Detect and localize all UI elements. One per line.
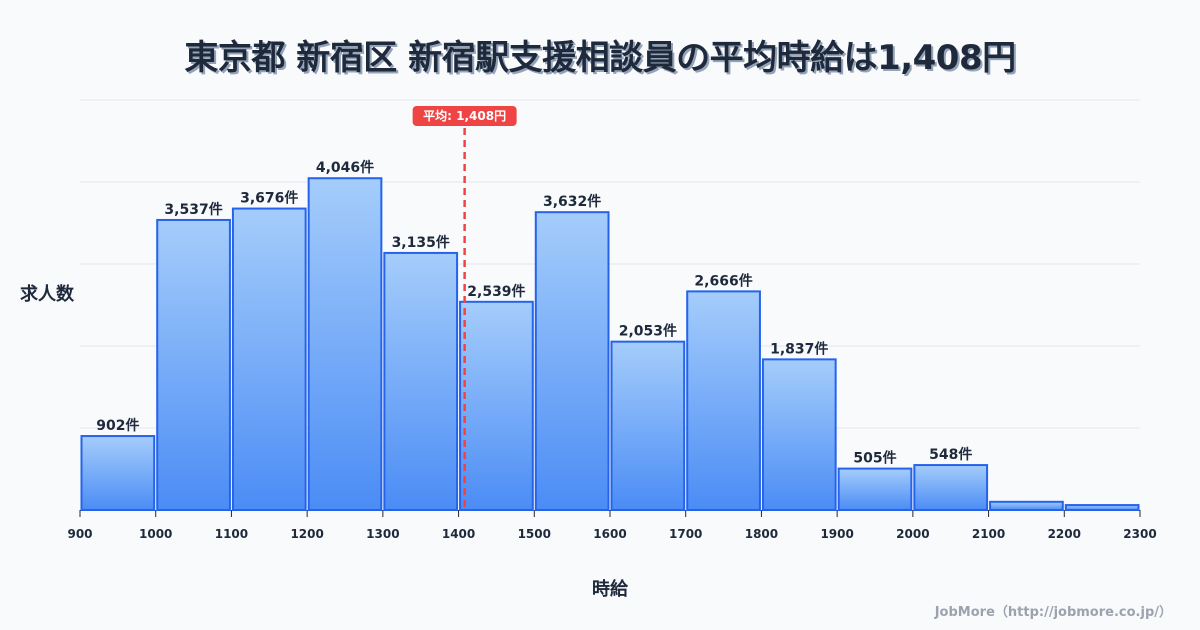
histogram-bar xyxy=(80,435,156,512)
histogram-bar xyxy=(156,218,231,511)
bar-value-label: 3,632件 xyxy=(543,193,601,210)
histogram-bar xyxy=(459,300,534,511)
histogram-bar xyxy=(231,207,307,511)
bar-value-label: 2,539件 xyxy=(467,283,525,300)
bar-value-label: 505件 xyxy=(853,450,896,467)
histogram-bar xyxy=(534,211,610,511)
x-tick-label: 900 xyxy=(67,527,92,541)
x-tick-label: 2300 xyxy=(1123,527,1156,541)
x-tick-label: 1100 xyxy=(215,527,248,541)
x-tick-label: 1300 xyxy=(366,527,399,541)
x-tick-label: 1400 xyxy=(442,527,475,541)
bars: 902件 3,537件 3,676件 4,046件 3,135件 2,539件 3,632件… xyxy=(80,159,1140,512)
source-credit: JobMore（http://jobmore.co.jp/） xyxy=(934,605,1172,620)
average-badge xyxy=(412,106,517,126)
bar-value-label: 1,837件 xyxy=(770,340,828,357)
bar-value-label: 3,676件 xyxy=(240,190,298,207)
x-tick-label: 1000 xyxy=(139,527,172,541)
histogram-bar xyxy=(686,290,761,511)
average-marker: 平均: 1,408円 xyxy=(412,106,517,510)
bar-value-label: 902件 xyxy=(96,417,139,434)
x-tick-label: 2200 xyxy=(1048,527,1081,541)
histogram-bar xyxy=(837,467,913,511)
histogram-bar xyxy=(761,358,837,511)
x-axis-label: 時給 xyxy=(592,579,628,600)
bar-value-label: 3,135件 xyxy=(392,234,450,251)
bar-value-label: 2,053件 xyxy=(619,323,677,340)
y-axis-label: 求人数 xyxy=(20,284,74,305)
x-tick-label: 2100 xyxy=(972,527,1005,541)
histogram-bar xyxy=(610,340,686,511)
x-tick-label: 1500 xyxy=(518,527,551,541)
average-label: 平均: 1,408円 xyxy=(423,108,506,123)
bar-value-label: 3,537件 xyxy=(164,201,222,218)
x-tick-label: 1200 xyxy=(290,527,323,541)
x-tick-label: 1700 xyxy=(669,527,702,541)
bar-value-label: 548件 xyxy=(929,446,972,463)
bar-value-label: 4,046件 xyxy=(316,159,374,176)
histogram-bar xyxy=(307,177,383,511)
x-tick-label: 2000 xyxy=(896,527,929,541)
x-axis: 900 1000 1100 1200 1300 1400 1500 1600 1700 1800 1… xyxy=(67,510,1157,541)
bar-value-label: 2,666件 xyxy=(694,272,752,289)
histogram-bar xyxy=(1064,504,1140,511)
histogram-bar xyxy=(383,251,459,511)
chart-title: 東京都 新宿区 新宿駅支援相談員の平均時給は1,408円 xyxy=(184,38,1016,78)
x-tick-label: 1800 xyxy=(745,527,778,541)
x-tick-label: 1900 xyxy=(820,527,853,541)
x-tick-label: 1600 xyxy=(593,527,626,541)
histogram-bar xyxy=(913,464,989,511)
histogram-bar xyxy=(989,500,1064,511)
